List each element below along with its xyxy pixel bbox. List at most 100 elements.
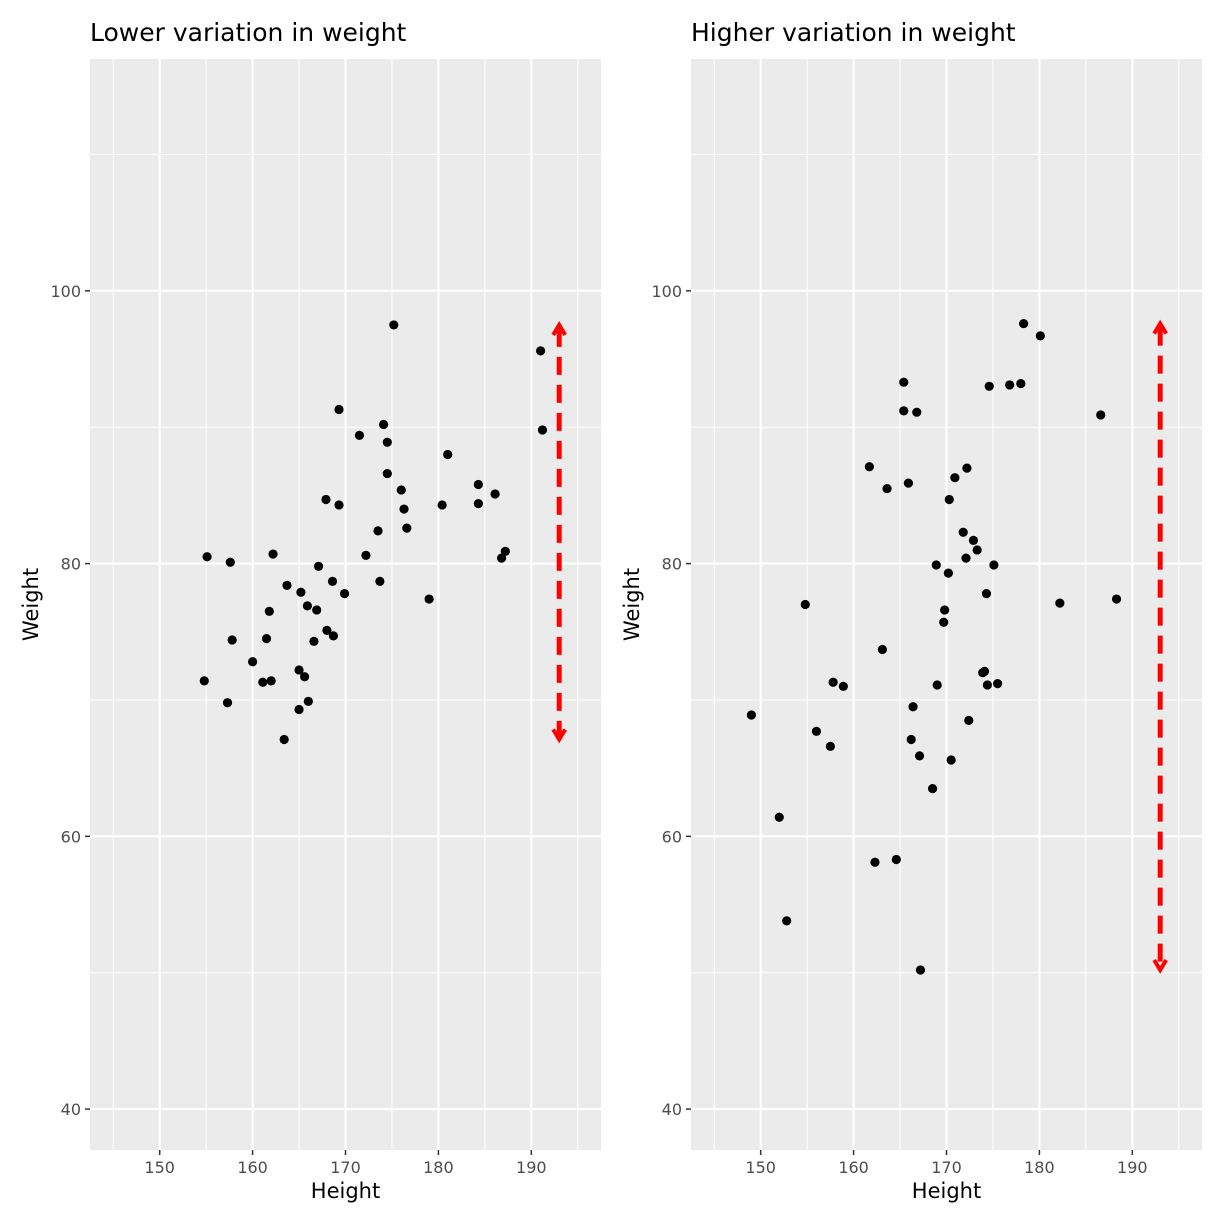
y-axis-title: Weight: [19, 568, 43, 641]
range-arrow-head-top: [551, 321, 567, 336]
data-point: [247, 657, 258, 667]
data-point: [473, 479, 483, 490]
data-point: [303, 696, 313, 706]
data-point: [944, 494, 954, 505]
data-point: [877, 644, 887, 655]
range-arrow-head-bottom: [1152, 958, 1168, 974]
x-axis-title: Height: [311, 1179, 380, 1203]
data-point: [964, 715, 974, 726]
data-point: [339, 588, 350, 599]
data-point: [437, 500, 447, 510]
data-point: [1111, 594, 1122, 604]
data-point: [302, 601, 313, 611]
data-point: [537, 425, 548, 435]
data-point: [782, 916, 792, 926]
range-arrow-head-top: [1152, 319, 1168, 335]
data-point: [1055, 598, 1065, 608]
data-point: [943, 568, 953, 578]
data-point: [961, 553, 971, 563]
x-tick-label: 180: [1024, 1158, 1055, 1177]
data-point: [399, 504, 409, 514]
y-tick-label: 80: [61, 555, 81, 574]
data-point: [490, 489, 500, 499]
data-point: [334, 500, 344, 510]
data-point: [378, 419, 389, 430]
x-tick-label: 190: [516, 1158, 547, 1177]
data-point: [279, 734, 289, 745]
data-point: [908, 702, 918, 712]
panel-title: Higher variation in weight: [691, 18, 1016, 47]
data-point: [1016, 378, 1026, 389]
data-point: [500, 546, 510, 556]
data-point: [800, 599, 810, 610]
data-point: [946, 755, 956, 765]
data-point: [1019, 318, 1029, 329]
x-axis-title: Height: [912, 1179, 981, 1203]
data-point: [321, 494, 331, 505]
data-point: [981, 588, 992, 599]
data-point: [870, 857, 880, 867]
data-point: [424, 594, 434, 604]
data-point: [993, 678, 1003, 689]
y-tick-label: 100: [651, 282, 682, 301]
panel-title: Lower variation in weight: [90, 18, 407, 47]
y-tick-label: 100: [50, 282, 81, 301]
data-point: [396, 485, 406, 495]
data-point: [989, 560, 999, 570]
data-point: [202, 552, 212, 562]
y-tick-label: 60: [61, 827, 81, 846]
data-point: [389, 320, 399, 330]
y-axis-title: Weight: [620, 568, 644, 641]
data-point: [268, 549, 278, 559]
data-point: [313, 561, 324, 571]
data-point: [1005, 380, 1015, 390]
data-point: [266, 676, 276, 686]
data-point: [536, 346, 546, 356]
data-point: [225, 557, 235, 567]
data-point: [958, 527, 968, 537]
data-point: [950, 473, 960, 483]
data-point: [864, 462, 874, 472]
x-tick-label: 150: [745, 1158, 776, 1177]
data-point: [1096, 410, 1106, 420]
data-point: [382, 437, 392, 447]
data-point: [227, 635, 237, 645]
data-point: [382, 468, 392, 479]
data-point: [962, 463, 972, 473]
data-point: [334, 404, 344, 415]
data-point: [222, 698, 233, 708]
y-tick-label: 60: [662, 827, 682, 846]
data-point: [825, 741, 835, 751]
data-point: [912, 407, 922, 417]
data-point: [828, 677, 838, 687]
data-point: [443, 449, 453, 460]
data-point: [312, 605, 322, 615]
data-point: [891, 854, 901, 865]
data-point: [300, 672, 310, 682]
range-arrow-head-bottom: [551, 728, 567, 744]
scatter-panel-lower-variation: 150 160 170 180 190 40 60 80 100 Lower variation …: [19, 18, 601, 1203]
data-point: [982, 680, 992, 690]
data-point: [199, 676, 209, 686]
x-tick-label: 170: [330, 1158, 361, 1177]
data-point: [327, 576, 338, 586]
data-point: [1035, 331, 1045, 341]
data-point: [294, 665, 304, 675]
data-point: [915, 965, 926, 975]
data-point: [264, 606, 274, 616]
data-point: [968, 535, 979, 546]
data-point: [258, 677, 268, 687]
data-point: [361, 550, 371, 561]
data-point: [774, 812, 784, 822]
data-point: [746, 710, 756, 720]
data-point: [473, 498, 483, 509]
data-point: [979, 666, 990, 676]
data-point: [882, 483, 892, 494]
y-tick-label: 40: [662, 1100, 682, 1119]
y-tick-label: 40: [61, 1100, 81, 1119]
scatter-panel-higher-variation: 150 160 170 180 190 40 60 80 100 Higher variation…: [620, 18, 1202, 1203]
data-point: [899, 377, 909, 387]
data-point: [838, 681, 848, 691]
x-tick-label: 180: [423, 1158, 454, 1177]
